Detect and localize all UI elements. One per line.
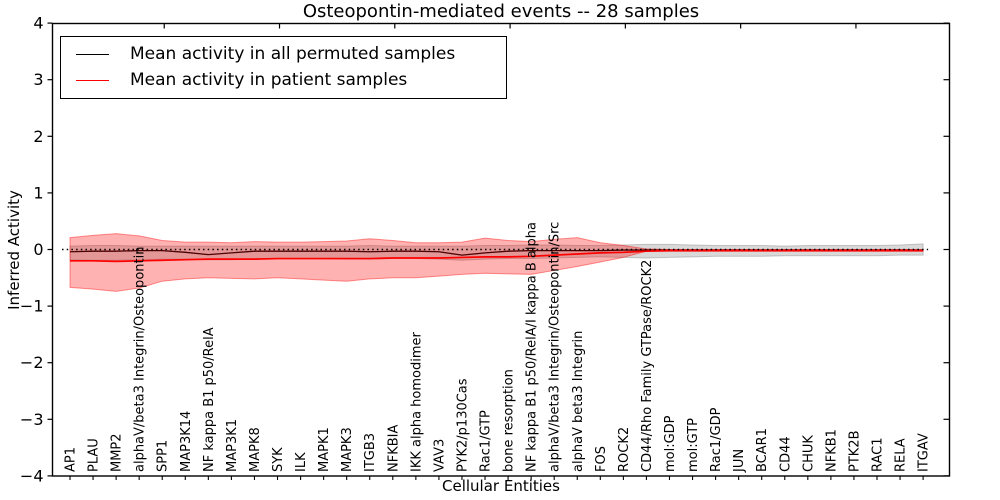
y-tick-label: 2 xyxy=(33,127,43,146)
x-tick-label: CD44/Rho Family GTPase/ROCK2 xyxy=(640,260,655,472)
x-tick-label: ITGAV xyxy=(917,433,932,472)
y-tick-label: −2 xyxy=(20,353,44,372)
x-tick-label: ILK xyxy=(294,452,309,472)
y-tick-label: 0 xyxy=(33,240,43,259)
patient-mean-line xyxy=(70,249,924,263)
x-tick-label: MAPK1 xyxy=(317,427,332,472)
y-tick-label: −1 xyxy=(20,297,44,316)
x-tick-label: FOS xyxy=(594,446,609,472)
x-tick-label: MAP3K1 xyxy=(225,419,240,472)
x-tick-label: CD44 xyxy=(778,436,793,472)
y-tick-label: −3 xyxy=(20,410,44,429)
x-tick-label: SPP1 xyxy=(156,440,171,472)
x-tick-label: AP1 xyxy=(64,447,79,472)
x-tick-label: PLAU xyxy=(87,438,102,472)
patient-mean-line-swatch xyxy=(76,80,109,81)
legend: Mean activity in all permuted samples Me… xyxy=(60,36,507,99)
x-tick-label: mol:GDP xyxy=(663,415,678,472)
x-tick-label: CHUK xyxy=(801,435,816,472)
y-tick-label: 3 xyxy=(33,70,43,89)
x-tick-label: MAPK8 xyxy=(248,427,263,472)
x-tick-label: VAV3 xyxy=(432,439,447,472)
y-axis-label: Inferred Activity xyxy=(5,190,23,310)
x-axis-label: Cellular Entities xyxy=(442,477,560,495)
legend-label-patient: Mean activity in patient samples xyxy=(130,70,408,90)
x-tick-label: PTK2B xyxy=(847,431,862,473)
x-tick-label: RELA xyxy=(894,438,909,472)
x-tick-label: NFKBIA xyxy=(386,425,401,472)
chart-title: Osteopontin-mediated events -- 28 sample… xyxy=(302,1,700,22)
x-tick-label: PYK2/p130Cas xyxy=(455,378,470,472)
legend-label-permuted: Mean activity in all permuted samples xyxy=(130,44,456,64)
x-tick-label: Rac1/GDP xyxy=(709,407,724,472)
x-tick-label: ITGB3 xyxy=(363,433,378,472)
patient-range-band xyxy=(69,233,924,292)
x-tick-label: ROCK2 xyxy=(617,427,632,472)
x-tick-label: BCAR1 xyxy=(755,428,770,472)
x-tick-label: alphaV/beta3 Integrin/Osteopontin/Src xyxy=(548,222,563,472)
x-tick-label: IKK alpha homodimer xyxy=(409,331,424,472)
x-tick-label: mol:GTP xyxy=(686,418,701,472)
y-tick-label: −4 xyxy=(20,466,44,485)
x-tick-label: MMP2 xyxy=(110,433,125,472)
x-tick-label: NF kappa B1 p50/RelA xyxy=(202,327,217,472)
x-tick-label: NF kappa B1 p50/RelA/I kappa B alpha xyxy=(525,222,540,472)
y-tick-label: 1 xyxy=(33,183,43,202)
x-tick-label: MAPK3 xyxy=(340,427,355,472)
x-tick-label: alphaV beta3 Integrin xyxy=(571,331,586,472)
legend-entry-patient: Mean activity in patient samples xyxy=(61,72,506,89)
x-tick-label: MAP3K14 xyxy=(179,411,194,472)
permuted-mean-line-swatch xyxy=(76,54,109,55)
x-tick-label: RAC1 xyxy=(870,437,885,472)
x-tick-label: Rac1/GTP xyxy=(479,410,494,472)
x-tick-label: bone resorption xyxy=(502,369,517,472)
legend-entry-permuted: Mean activity in all permuted samples xyxy=(61,46,506,63)
x-tick-label: NFKB1 xyxy=(824,429,839,472)
x-tick-label: SYK xyxy=(271,447,286,472)
x-tick-label: alphaV/beta3 Integrin/Osteopontin xyxy=(133,247,148,472)
y-tick-label: 4 xyxy=(33,14,43,33)
x-tick-label: JUN xyxy=(732,449,747,473)
